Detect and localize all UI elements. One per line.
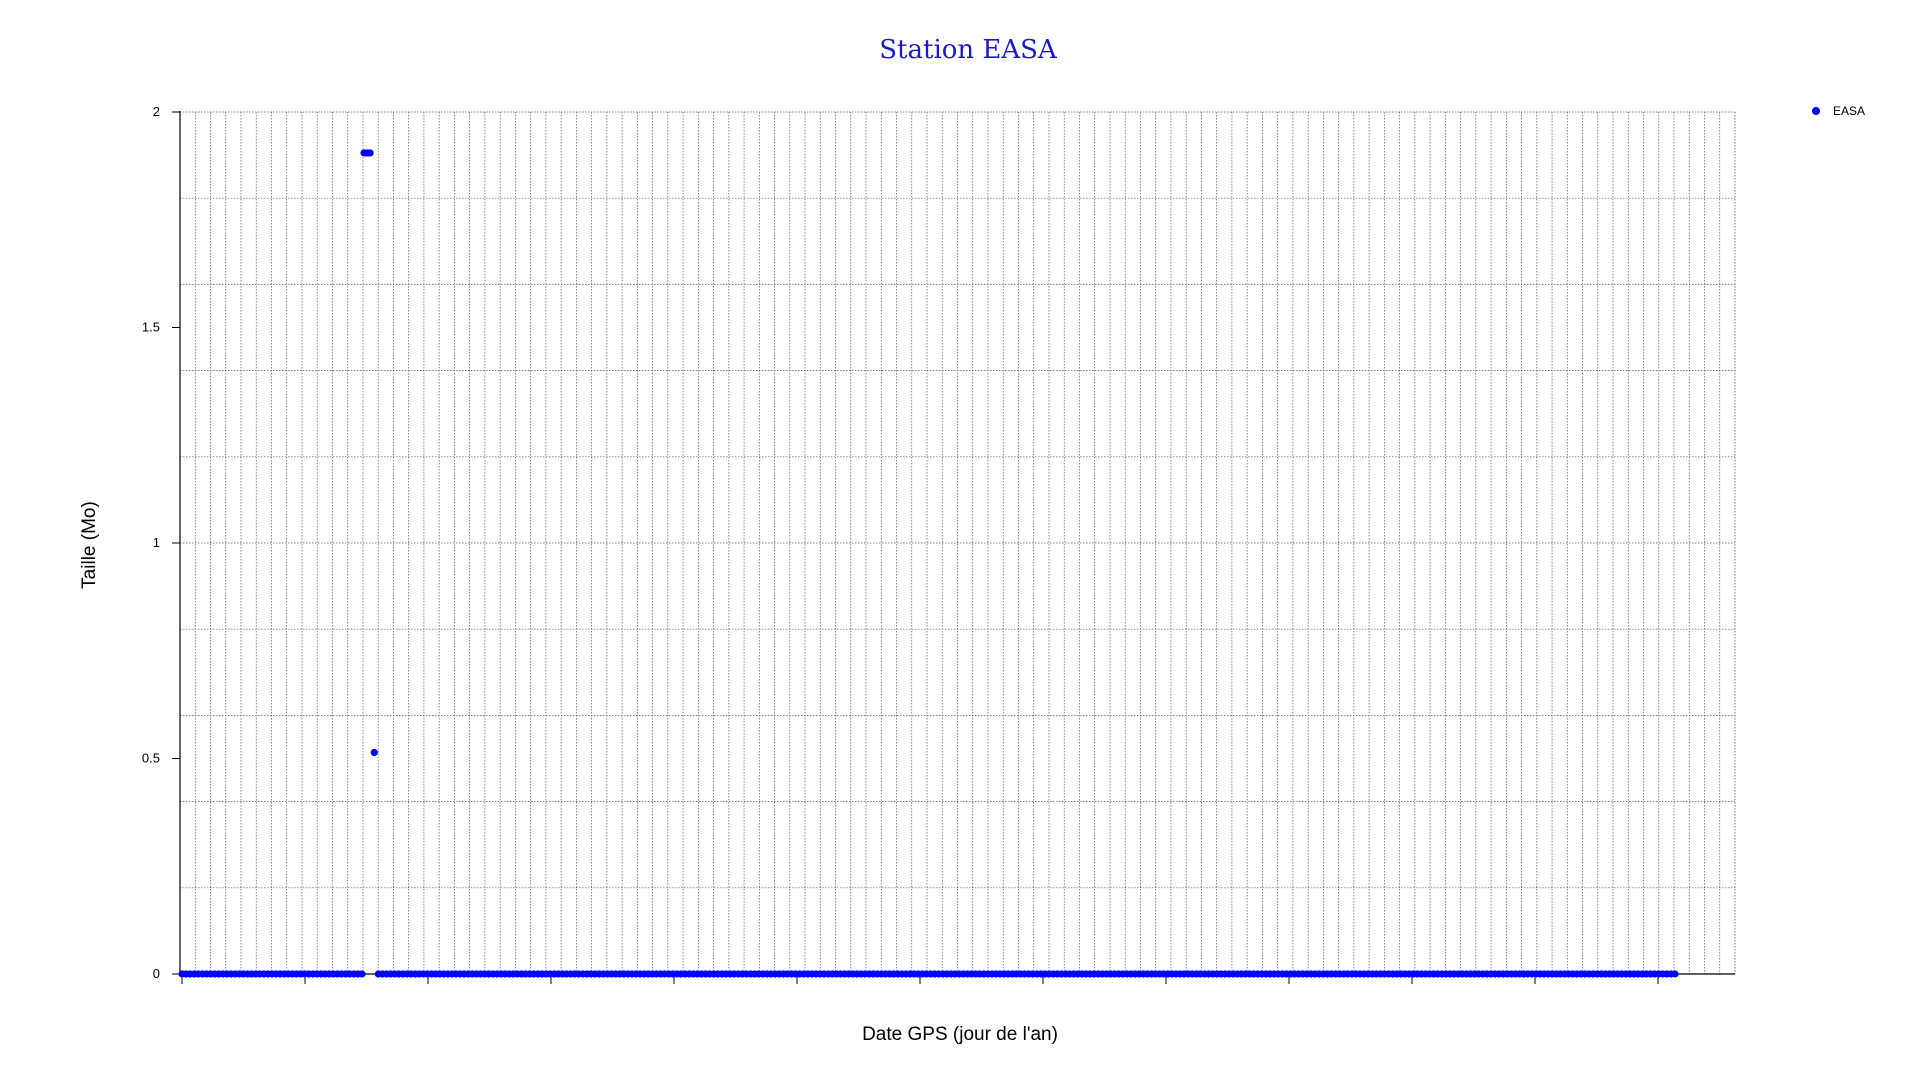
legend: EASA bbox=[1812, 104, 1865, 118]
legend-marker bbox=[1812, 107, 1820, 115]
legend-label-easa: EASA bbox=[1833, 104, 1865, 118]
y-axis-ticks: 0 0.5 1 1.5 2 bbox=[142, 104, 180, 981]
y-tick-label: 0 bbox=[153, 966, 160, 981]
data-point bbox=[370, 748, 378, 757]
data-point bbox=[358, 970, 366, 978]
y-axis-label: Taille (Mo) bbox=[79, 501, 100, 589]
y-tick-label: 2 bbox=[153, 104, 160, 119]
y-tick-label: 1 bbox=[153, 535, 160, 550]
data-points bbox=[178, 149, 1679, 978]
data-point bbox=[1671, 970, 1679, 978]
data-point bbox=[366, 149, 374, 157]
chart-title: Station EASA bbox=[879, 35, 1058, 65]
grid bbox=[180, 111, 1736, 974]
y-tick-label: 0.5 bbox=[142, 751, 160, 766]
x-axis-label: Date GPS (jour de l'an) bbox=[862, 1024, 1058, 1045]
y-tick-label: 1.5 bbox=[142, 320, 160, 335]
